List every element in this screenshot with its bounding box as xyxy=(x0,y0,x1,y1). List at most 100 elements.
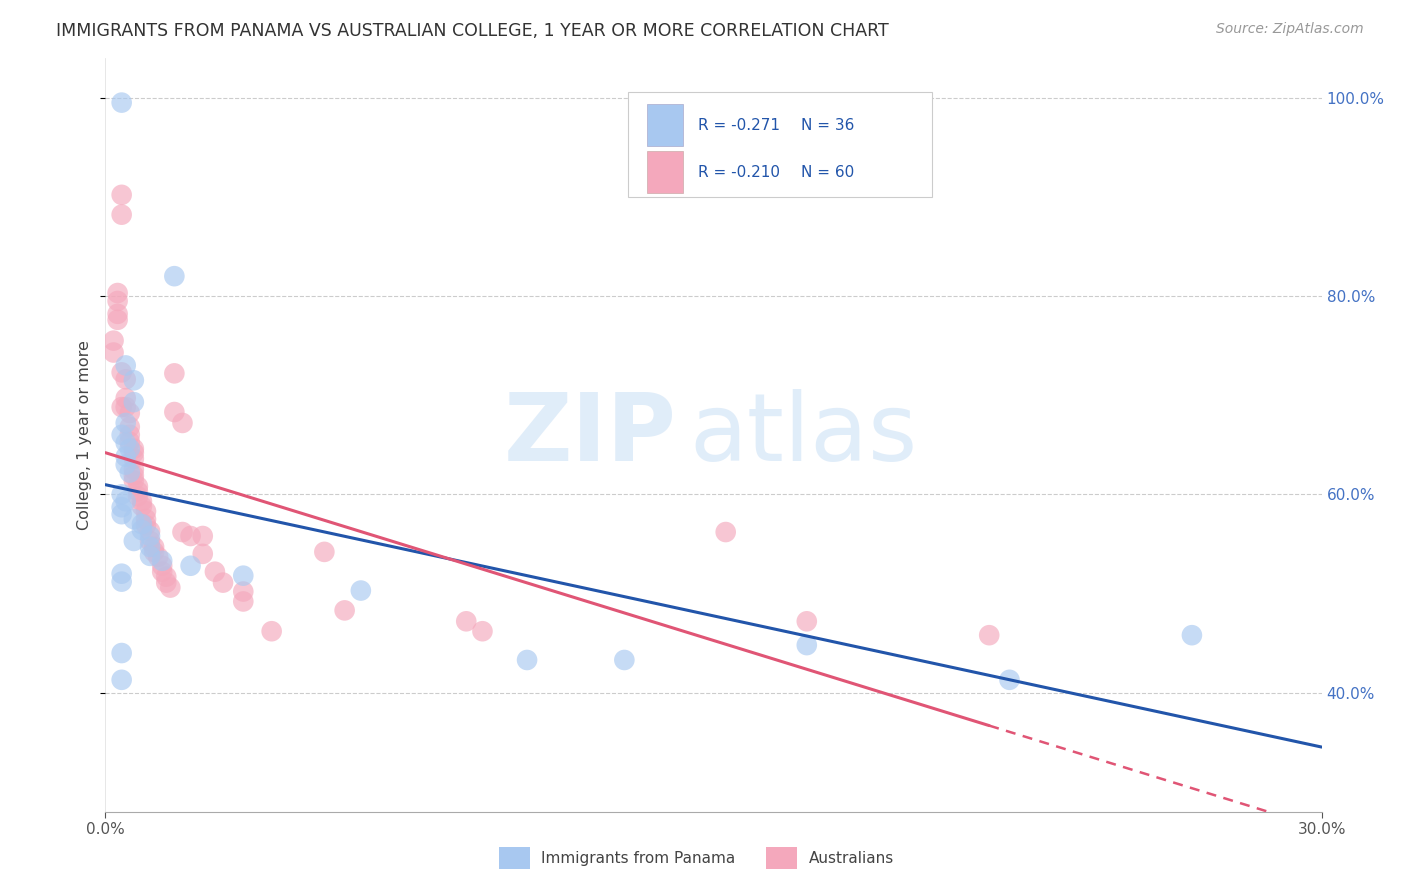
Point xyxy=(471,624,494,639)
Point xyxy=(155,569,177,583)
Point xyxy=(163,367,186,381)
Point xyxy=(111,208,134,222)
Text: N = 60: N = 60 xyxy=(801,165,855,179)
Text: R = -0.271: R = -0.271 xyxy=(697,118,780,133)
Text: atlas: atlas xyxy=(689,389,918,481)
Point xyxy=(150,558,173,573)
Point xyxy=(103,345,125,359)
Point xyxy=(111,646,134,660)
Point xyxy=(111,487,134,501)
Text: N = 36: N = 36 xyxy=(801,118,855,133)
Point xyxy=(139,549,162,563)
Point xyxy=(111,500,134,515)
Point xyxy=(114,494,136,508)
Point xyxy=(143,540,166,554)
Point xyxy=(135,512,157,526)
Point xyxy=(204,565,226,579)
Point xyxy=(122,395,145,409)
Point xyxy=(114,450,136,464)
Point xyxy=(350,583,373,598)
Point xyxy=(796,638,818,652)
Point xyxy=(191,547,214,561)
Point xyxy=(127,479,149,493)
Text: ZIP: ZIP xyxy=(505,389,678,481)
Point xyxy=(714,524,737,539)
FancyBboxPatch shape xyxy=(628,92,932,197)
Point xyxy=(107,313,129,327)
Point xyxy=(118,466,141,480)
Point xyxy=(139,533,162,548)
Point xyxy=(114,391,136,405)
Point xyxy=(118,442,141,456)
Text: R = -0.210: R = -0.210 xyxy=(697,165,780,179)
Text: IMMIGRANTS FROM PANAMA VS AUSTRALIAN COLLEGE, 1 YEAR OR MORE CORRELATION CHART: IMMIGRANTS FROM PANAMA VS AUSTRALIAN COL… xyxy=(56,22,889,40)
Point xyxy=(135,518,157,533)
Point xyxy=(998,673,1021,687)
Point xyxy=(118,420,141,434)
Point xyxy=(131,500,153,514)
Point xyxy=(118,427,141,442)
Point xyxy=(114,435,136,450)
Point xyxy=(111,95,134,110)
Point xyxy=(163,269,186,284)
Text: Immigrants from Panama: Immigrants from Panama xyxy=(541,851,735,865)
Point xyxy=(333,603,356,617)
FancyBboxPatch shape xyxy=(647,152,683,193)
Point xyxy=(232,568,254,582)
Point xyxy=(979,628,1001,642)
Point xyxy=(122,474,145,488)
Point xyxy=(131,517,153,532)
Point xyxy=(111,673,134,687)
Point xyxy=(155,575,177,590)
Point xyxy=(107,307,129,321)
Point xyxy=(114,359,136,373)
Text: Australians: Australians xyxy=(808,851,894,865)
Point xyxy=(122,462,145,476)
Point xyxy=(114,400,136,414)
Point xyxy=(150,554,173,568)
Point xyxy=(111,507,134,521)
Point xyxy=(146,549,169,564)
Point xyxy=(118,434,141,449)
Point xyxy=(150,565,173,579)
Point xyxy=(111,187,134,202)
Point xyxy=(163,405,186,419)
Point xyxy=(232,584,254,599)
Point xyxy=(613,653,636,667)
Point xyxy=(159,581,181,595)
Point xyxy=(122,373,145,387)
Point xyxy=(135,504,157,518)
Point xyxy=(111,365,134,379)
Point xyxy=(796,615,818,629)
Y-axis label: College, 1 year or more: College, 1 year or more xyxy=(77,340,93,530)
Point xyxy=(191,529,214,543)
Point xyxy=(139,529,162,543)
Point xyxy=(139,524,162,538)
Point xyxy=(516,653,538,667)
Point xyxy=(103,334,125,348)
Point xyxy=(143,545,166,559)
Point xyxy=(131,523,153,537)
Point xyxy=(139,540,162,554)
Point xyxy=(114,372,136,386)
Point xyxy=(172,416,194,430)
Point xyxy=(111,400,134,414)
FancyBboxPatch shape xyxy=(647,104,683,145)
Point xyxy=(260,624,283,639)
Point xyxy=(314,545,336,559)
Point xyxy=(180,529,202,543)
Point xyxy=(127,484,149,499)
Point xyxy=(111,574,134,589)
Point xyxy=(111,427,134,442)
Point xyxy=(456,615,478,629)
Point xyxy=(122,533,145,548)
Point xyxy=(114,416,136,430)
Point xyxy=(122,468,145,483)
Point xyxy=(122,512,145,526)
Point xyxy=(131,494,153,508)
Point xyxy=(122,442,145,456)
Point xyxy=(107,286,129,301)
Point xyxy=(122,451,145,466)
Point xyxy=(114,458,136,472)
Text: Source: ZipAtlas.com: Source: ZipAtlas.com xyxy=(1216,22,1364,37)
